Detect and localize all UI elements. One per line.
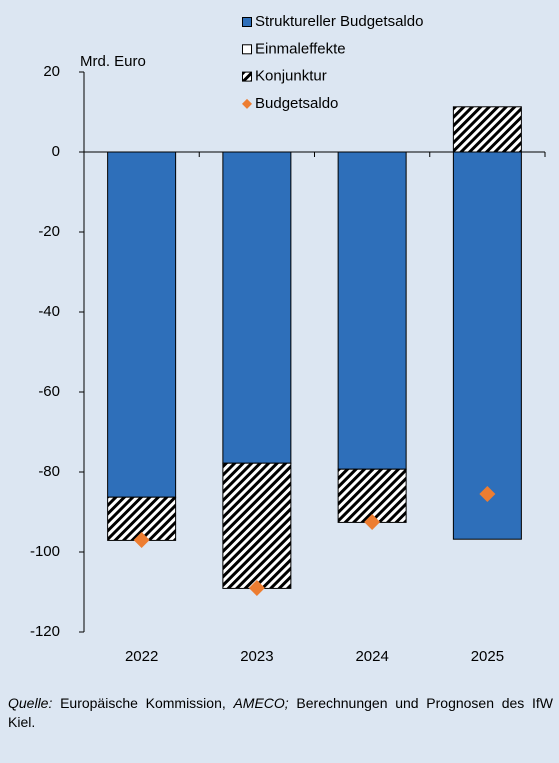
source-part: Quelle: bbox=[8, 695, 53, 711]
x-tick-label: 2023 bbox=[240, 648, 273, 665]
legend-swatch bbox=[242, 44, 252, 55]
y-tick-label: -80 bbox=[38, 463, 60, 480]
y-axis-label: Mrd. Euro bbox=[80, 53, 146, 70]
y-tick-label: 0 bbox=[52, 143, 60, 160]
legend-swatch bbox=[242, 71, 252, 82]
source-part: AMECO; bbox=[233, 695, 289, 711]
marker bbox=[364, 514, 381, 530]
legend-label: Einmaleffekte bbox=[255, 40, 346, 57]
bar-segment bbox=[222, 151, 292, 464]
marker bbox=[248, 580, 265, 596]
bar-segment bbox=[337, 151, 407, 470]
y-tick-label: 20 bbox=[43, 63, 60, 80]
source-note: Quelle: Europäische Kommission, AMECO; B… bbox=[8, 694, 553, 732]
x-tick-label: 2024 bbox=[355, 648, 388, 665]
source-part: Europäische Kommission, bbox=[52, 695, 234, 711]
legend-label: Konjunktur bbox=[255, 68, 327, 85]
legend-label: Struktureller Budgetsaldo bbox=[255, 13, 423, 30]
bar-segment bbox=[107, 151, 177, 498]
chart: Mrd. Euro -120 -100 -80 -60 -40 -20 0 20 2022 202… bbox=[30, 13, 546, 665]
bar-segment bbox=[452, 106, 522, 153]
y-tick-label: -20 bbox=[38, 223, 60, 240]
x-tick-label: 2022 bbox=[125, 648, 158, 665]
y-tick-label: -60 bbox=[38, 383, 60, 400]
y-tick-label: -120 bbox=[30, 623, 60, 640]
legend-marker bbox=[242, 98, 252, 109]
bar-segment bbox=[222, 462, 292, 589]
x-tick-label: 2025 bbox=[471, 648, 504, 665]
legend-label: Budgetsaldo bbox=[255, 95, 338, 112]
source-part: Berechnungen und Prognosen des IfW Kiel. bbox=[8, 695, 553, 730]
y-tick-label: -40 bbox=[38, 303, 60, 320]
legend-swatch bbox=[242, 17, 252, 27]
bar-segment bbox=[452, 151, 522, 540]
y-tick-label: -100 bbox=[30, 543, 60, 560]
marker bbox=[479, 486, 496, 502]
marker bbox=[133, 532, 150, 548]
